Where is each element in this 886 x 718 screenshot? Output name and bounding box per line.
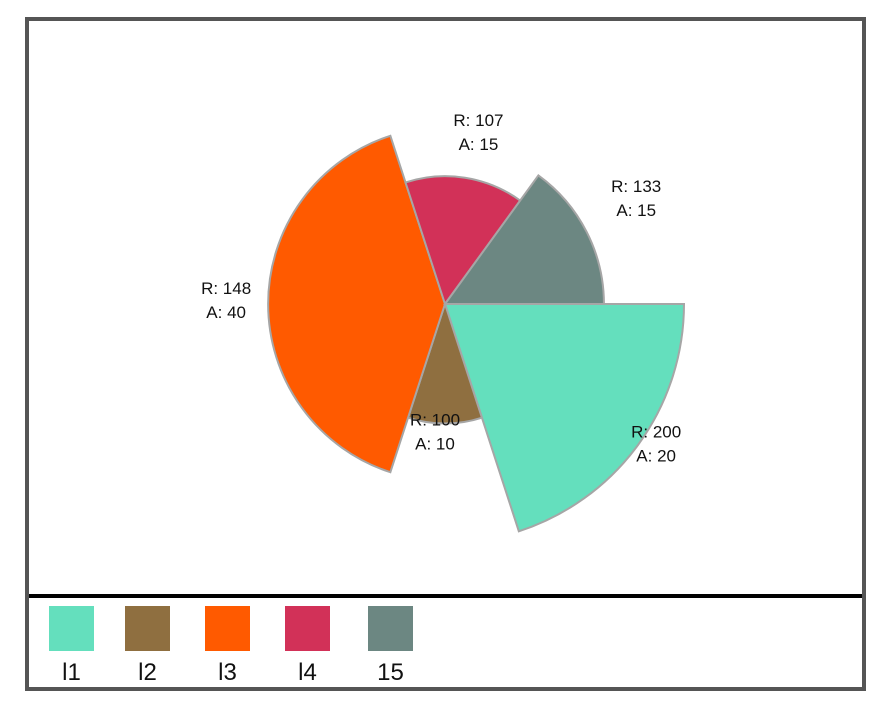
legend-label: l2 — [138, 659, 157, 686]
legend-label: l3 — [218, 659, 237, 686]
slice-label-r: R: 133 — [611, 177, 661, 196]
legend-label: l4 — [298, 659, 317, 686]
legend-item-l5[interactable]: 15 — [368, 606, 414, 687]
pie-slice-l2[interactable] — [406, 300, 484, 425]
legend-item-l1[interactable]: l1 — [49, 606, 95, 687]
chart-frame: R: 200 A: 20 R: 100 A: 10 R: 148 A: 40 R: 107 A… — [25, 17, 866, 691]
legend-swatch — [125, 606, 170, 651]
legend-label: l1 — [62, 659, 81, 686]
legend-label: 15 — [377, 659, 404, 686]
slice-label-a: A: 20 — [636, 446, 676, 465]
pie-slice-l3[interactable] — [267, 134, 447, 474]
legend-swatch — [49, 606, 94, 651]
legend: l1 l2 l3 l4 15 — [29, 602, 862, 687]
pie-slice-15[interactable] — [443, 174, 605, 305]
slice-label-r: R: 107 — [453, 111, 503, 130]
slice-label-r: R: 200 — [631, 422, 681, 441]
legend-swatch — [285, 606, 330, 651]
legend-divider — [29, 594, 862, 598]
slice-label-r: R: 148 — [201, 279, 251, 298]
slice-label-a: A: 15 — [459, 135, 499, 154]
slice-label-a: A: 40 — [206, 303, 246, 322]
legend-item-l4[interactable]: l4 — [285, 606, 331, 687]
pie-slice-l4[interactable] — [404, 175, 522, 307]
slice-label-a: A: 15 — [616, 201, 656, 220]
pie-slice-l1[interactable] — [443, 303, 686, 533]
legend-item-l2[interactable]: l2 — [125, 606, 171, 687]
legend-swatch — [205, 606, 250, 651]
legend-swatch — [368, 606, 413, 651]
slice-label-a: A: 10 — [415, 435, 455, 454]
slice-label-r: R: 100 — [410, 411, 460, 430]
pie-chart: R: 200 A: 20 R: 100 A: 10 R: 148 A: 40 R: 107 A… — [201, 111, 686, 533]
legend-item-l3[interactable]: l3 — [205, 606, 251, 687]
